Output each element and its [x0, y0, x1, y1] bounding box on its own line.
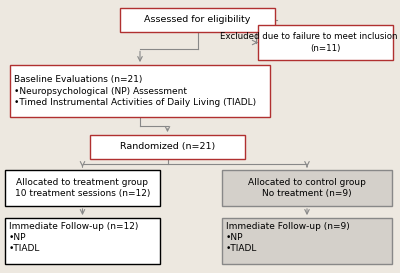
Text: Immediate Follow-up (n=12)
•NP
•TIADL: Immediate Follow-up (n=12) •NP •TIADL: [9, 222, 138, 253]
Bar: [10, 65, 270, 117]
Bar: [258, 25, 393, 60]
Text: Allocated to control group
No treatment (n=9): Allocated to control group No treatment …: [248, 178, 366, 198]
Text: Assessed for eligibility: Assessed for eligibility: [144, 16, 251, 25]
Text: Immediate Follow-up (n=9)
•NP
•TIADL: Immediate Follow-up (n=9) •NP •TIADL: [226, 222, 350, 253]
Bar: [120, 8, 275, 32]
Text: Baseline Evaluations (n=21)
•Neuropsychological (NP) Assessment
•Timed Instrumen: Baseline Evaluations (n=21) •Neuropsycho…: [14, 75, 256, 106]
Text: Randomized (n=21): Randomized (n=21): [120, 143, 215, 152]
Bar: [222, 170, 392, 206]
Text: Allocated to treatment group
10 treatment sessions (n=12): Allocated to treatment group 10 treatmen…: [15, 178, 150, 198]
Bar: [90, 135, 245, 159]
Bar: [5, 170, 160, 206]
Bar: [222, 218, 392, 264]
Text: Excluded due to failure to meet inclusion criteria
(n=11): Excluded due to failure to meet inclusio…: [220, 32, 400, 52]
Bar: [5, 218, 160, 264]
